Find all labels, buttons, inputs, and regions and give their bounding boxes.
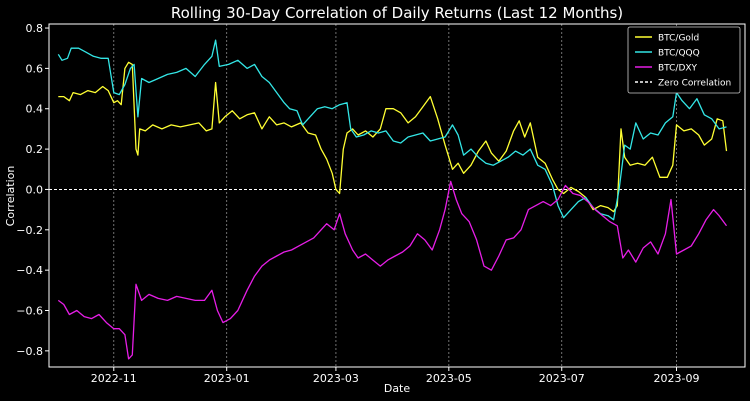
series-line-btc-dxy: [57, 180, 728, 360]
y-tick-label: 0.0: [26, 183, 44, 196]
x-tick-label: 2023-05: [426, 372, 472, 385]
y-tick-label: −0.6: [16, 305, 43, 318]
x-tick-label: 2023-01: [204, 372, 250, 385]
legend-box: [627, 26, 741, 94]
legend-label: BTC/DXY: [658, 64, 698, 74]
legend: BTC/Gold BTC/QQQ BTC/DXY Zero Correlation: [627, 26, 741, 94]
legend-label: Zero Correlation: [658, 79, 731, 89]
y-axis-label: Correlation: [4, 166, 17, 227]
y-tick-label: 0.2: [26, 143, 44, 156]
y-tick-label: −0.8: [16, 345, 43, 358]
series-line-btc-gold: [58, 61, 728, 213]
y-tick-label: −0.2: [16, 224, 43, 237]
legend-label: BTC/QQQ: [658, 49, 700, 59]
y-axis-ticks: −0.8 −0.6 −0.4 −0.2 0.0 0.2 0.4 0.6 0.8: [16, 22, 49, 358]
series-lines: [57, 39, 728, 360]
y-tick-label: −0.4: [16, 264, 43, 277]
x-axis-label: Date: [384, 382, 411, 395]
legend-label: BTC/Gold: [658, 34, 699, 44]
y-tick-label: 0.4: [26, 103, 44, 116]
x-tick-label: 2022-11: [91, 372, 137, 385]
x-tick-label: 2023-03: [313, 372, 359, 385]
y-tick-label: 0.6: [26, 62, 44, 75]
chart-title: Rolling 30-Day Correlation of Daily Retu…: [171, 4, 623, 22]
x-tick-label: 2023-09: [654, 372, 700, 385]
series-line-btc-qqq: [57, 39, 727, 221]
x-axis-ticks: 2022-11 2023-01 2023-03 2023-05 2023-07 2023-…: [91, 367, 700, 385]
plot-frame: [48, 23, 746, 368]
x-tick-label: 2023-07: [539, 372, 585, 385]
y-tick-label: 0.8: [26, 22, 44, 35]
